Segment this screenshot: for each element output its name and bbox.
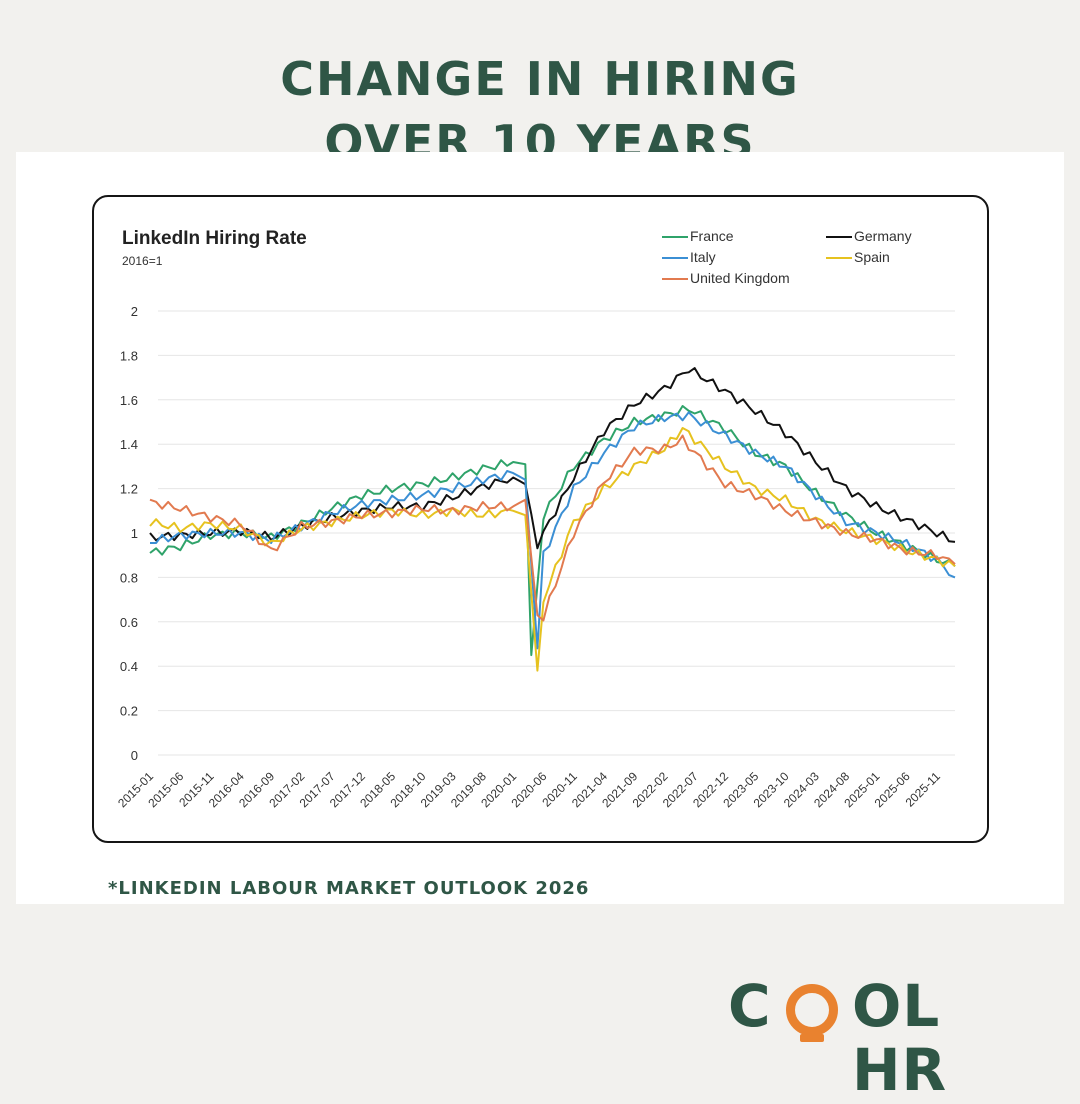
y-tick-label: 1.6 <box>120 393 138 408</box>
legend-label-france: France <box>690 228 734 244</box>
chart-subtitle: 2016=1 <box>122 254 163 268</box>
headline: CHANGE IN HIRING OVER 10 YEARS <box>0 48 1080 174</box>
y-tick-label: 0.2 <box>120 704 138 719</box>
legend-swatch-spain <box>826 257 852 259</box>
headline-line-1: CHANGE IN HIRING <box>280 52 800 106</box>
line-chart: 00.20.40.60.811.21.41.61.822015-012015-0… <box>115 304 956 810</box>
series-line-spain <box>149 427 956 672</box>
series-line-united-kingdom <box>149 434 956 622</box>
logo-o-stem <box>800 1034 824 1042</box>
series-line-france <box>149 405 956 657</box>
source-footnote: *LINKEDIN LABOUR MARKET OUTLOOK 2026 <box>108 878 590 899</box>
legend-swatch-italy <box>662 257 688 259</box>
y-tick-label: 1.2 <box>120 482 138 497</box>
series-line-germany <box>149 367 956 550</box>
legend-label-united-kingdom: United Kingdom <box>690 270 790 286</box>
legend-label-italy: Italy <box>690 249 716 265</box>
legend-swatch-united-kingdom <box>662 278 688 280</box>
logo-letter-c: C <box>728 972 771 1040</box>
chart-title: LinkedIn Hiring Rate <box>122 228 307 249</box>
y-tick-label: 0.4 <box>120 659 138 674</box>
y-tick-label: 1.8 <box>120 348 138 363</box>
y-tick-label: 0.6 <box>120 615 138 630</box>
legend-swatch-france <box>662 236 688 238</box>
logo-orange-o: O <box>786 984 838 1036</box>
y-tick-label: 0 <box>131 748 138 763</box>
series-line-italy <box>150 411 956 650</box>
logo-letters-ol-hr: OL HR <box>852 972 948 1104</box>
y-tick-label: 0.8 <box>120 570 138 585</box>
cool-hr-logo: C O OL HR <box>728 972 1028 1102</box>
y-tick-label: 2 <box>131 304 138 319</box>
chart-card <box>92 195 989 843</box>
legend-swatch-germany <box>826 236 852 238</box>
y-tick-label: 1 <box>131 526 138 541</box>
legend-label-germany: Germany <box>854 228 912 244</box>
legend-label-spain: Spain <box>854 249 890 265</box>
y-tick-label: 1.4 <box>120 437 138 452</box>
